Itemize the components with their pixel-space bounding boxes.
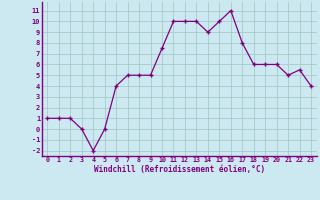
X-axis label: Windchill (Refroidissement éolien,°C): Windchill (Refroidissement éolien,°C) — [94, 165, 265, 174]
